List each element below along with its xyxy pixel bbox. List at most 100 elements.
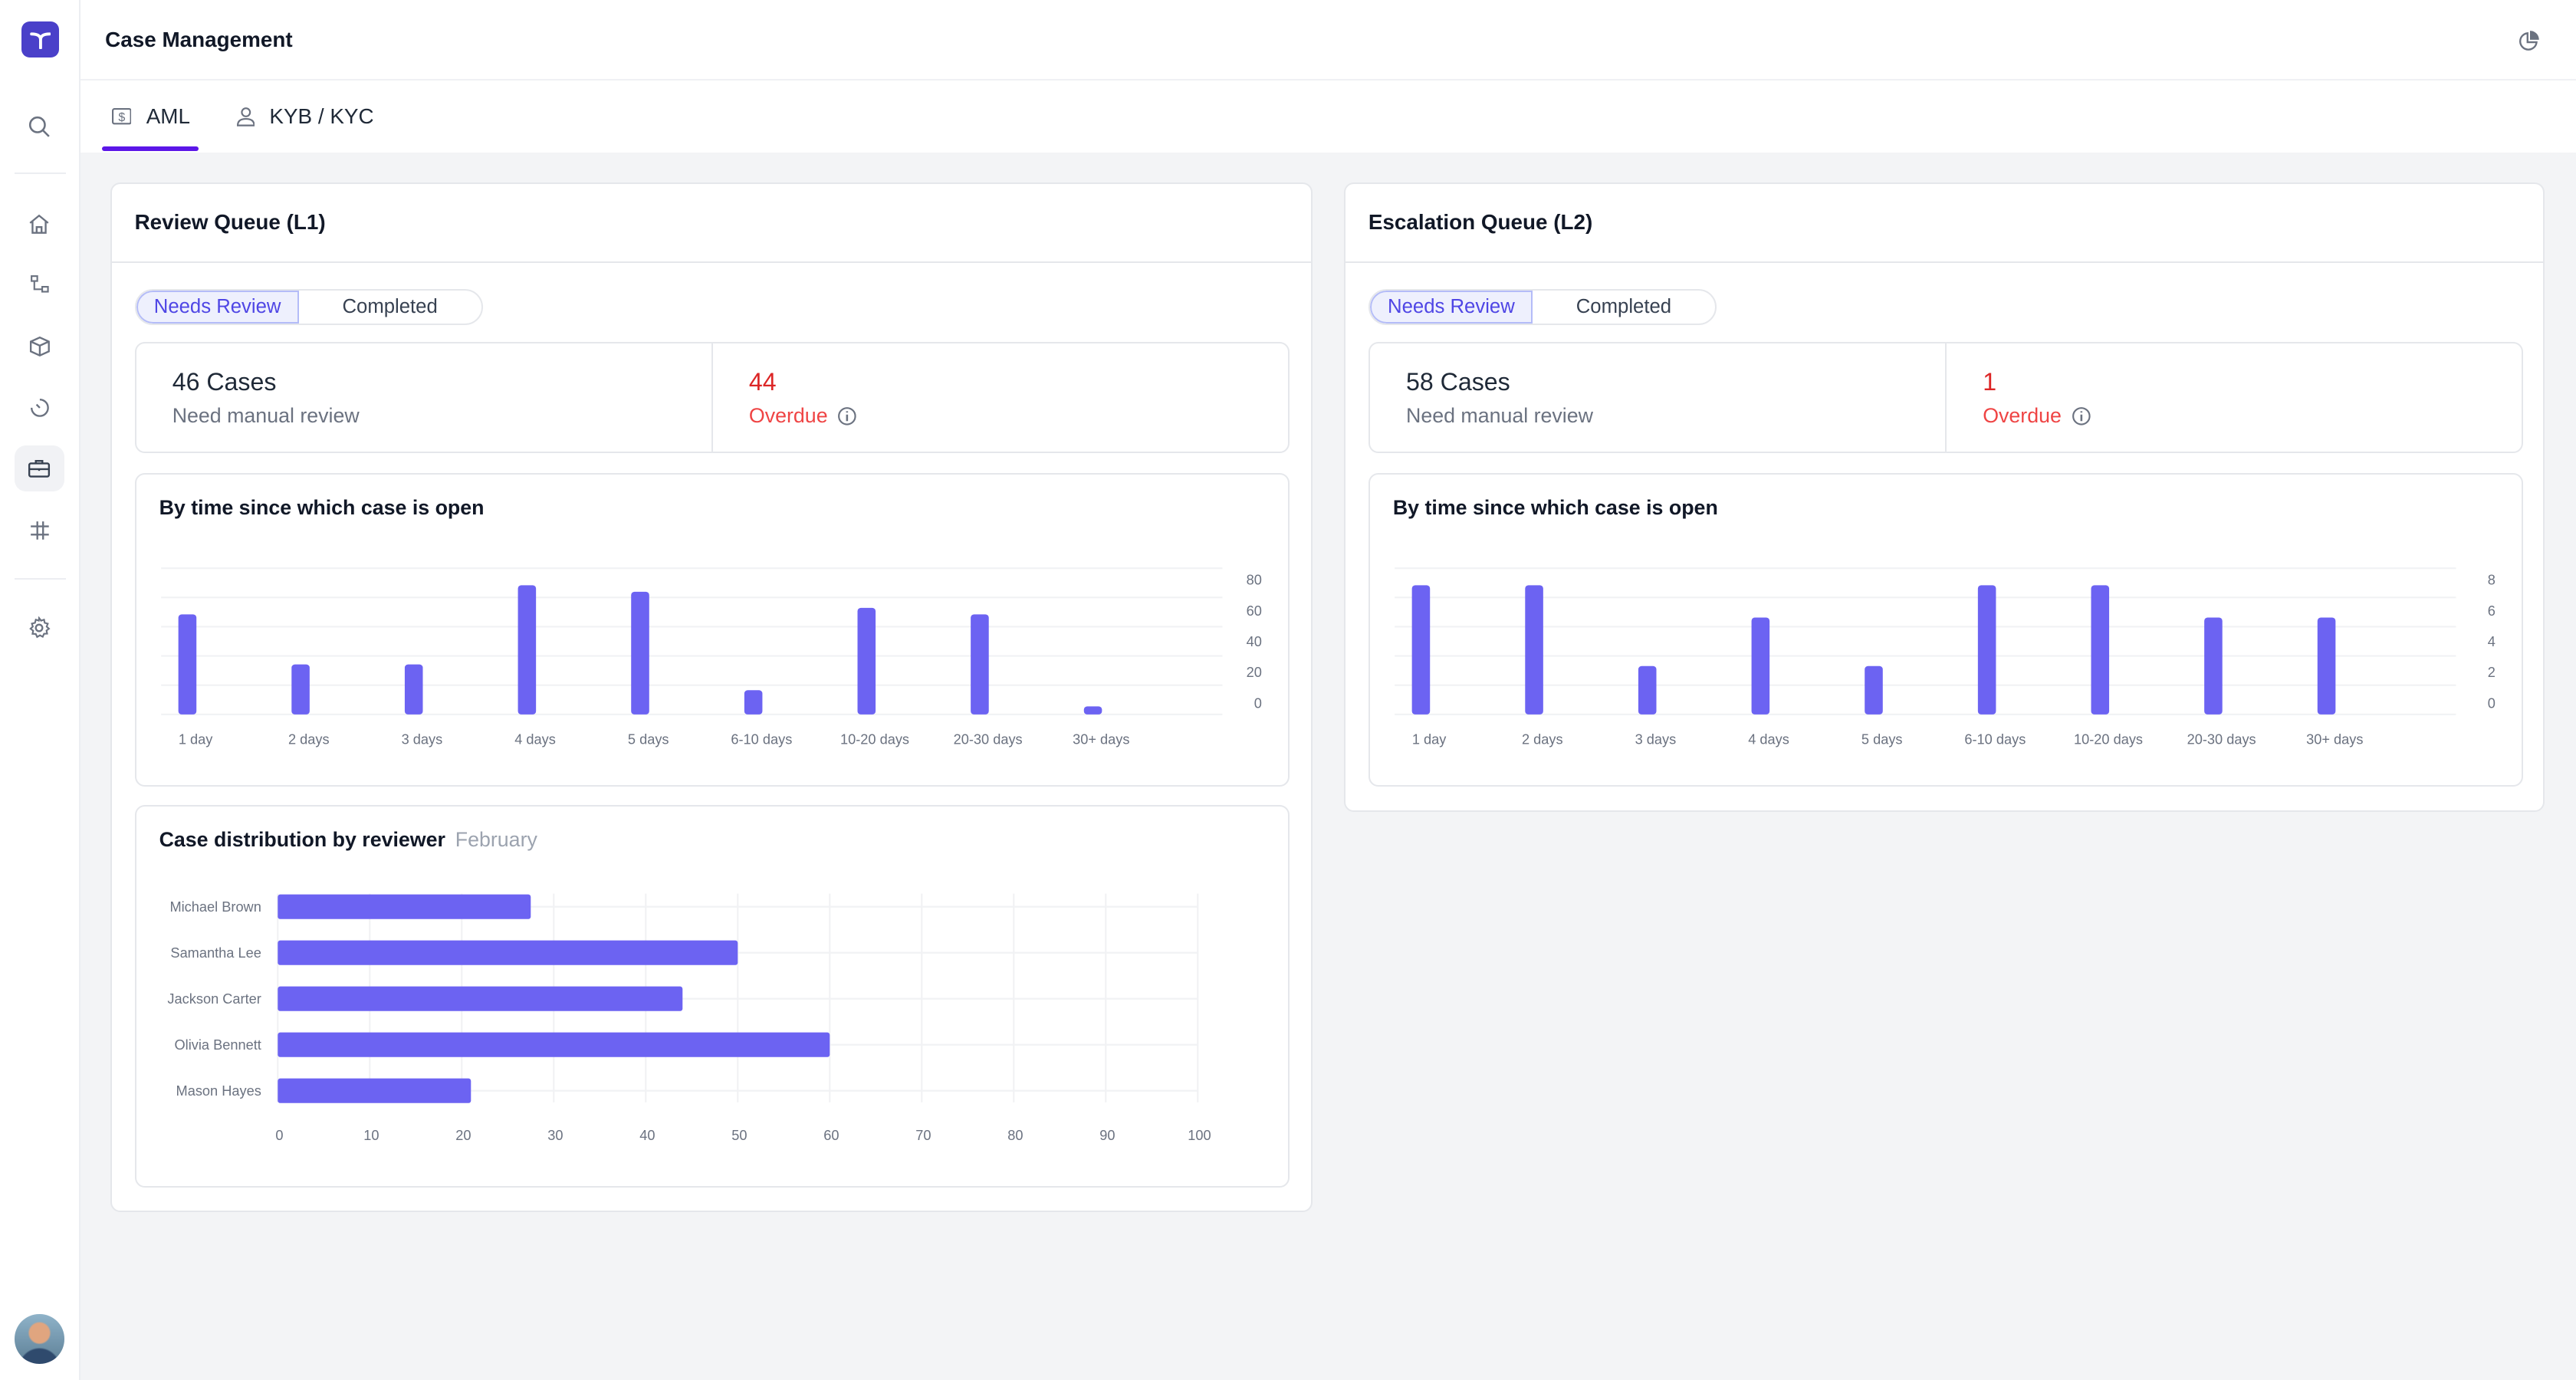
tab-label: KYB / KYC <box>269 104 374 129</box>
x-tick-label: 3 days <box>401 731 442 747</box>
x-tick-label: 0 <box>275 1128 283 1143</box>
completed-button[interactable]: Completed <box>342 296 438 318</box>
timer-icon[interactable] <box>15 384 64 430</box>
cases-stat: 46 Cases Need manual review <box>136 343 711 452</box>
y-tick-label: 0 <box>2488 695 2496 711</box>
x-tick-label: 90 <box>1099 1128 1115 1143</box>
x-tick-label: 50 <box>731 1128 747 1143</box>
briefcase-icon[interactable] <box>15 445 64 491</box>
y-tick-label: 20 <box>1246 665 1261 680</box>
cases-count: 46 Cases <box>172 367 277 396</box>
y-tick-label: Mason Hayes <box>176 1083 261 1099</box>
bar <box>2091 585 2109 715</box>
y-tick-label: 6 <box>2488 603 2496 619</box>
bar <box>404 664 423 715</box>
bar <box>277 1078 471 1103</box>
bar <box>1525 585 1543 715</box>
x-tick-label: 10-20 days <box>2074 731 2143 747</box>
status-toggle: Needs Review Completed <box>134 288 483 326</box>
bar <box>277 940 738 965</box>
x-tick-label: 40 <box>639 1128 655 1143</box>
y-tick-label: 4 <box>2488 634 2496 649</box>
info-icon[interactable] <box>837 406 857 426</box>
bar <box>2203 617 2223 715</box>
bar <box>970 614 989 715</box>
stats-box: 58 Cases Need manual review 1 Overdue <box>1368 341 2524 454</box>
bar <box>1751 617 1769 715</box>
x-tick-label: 60 <box>823 1128 839 1143</box>
x-tick-label: 4 days <box>1748 731 1789 747</box>
x-tick-label: 30+ days <box>2306 731 2363 747</box>
bar <box>1977 585 1996 715</box>
x-tick-label: 1 day <box>178 731 212 747</box>
card-title: Review Queue (L1) <box>111 184 1312 263</box>
gear-icon[interactable] <box>15 605 64 651</box>
info-icon[interactable] <box>2072 406 2091 426</box>
workflow-icon[interactable] <box>15 261 64 307</box>
x-tick-label: 80 <box>1007 1128 1023 1143</box>
x-tick-label: 10-20 days <box>840 731 909 747</box>
x-tick-label: 3 days <box>1635 731 1676 747</box>
stats-box: 46 Cases Need manual review 44 Overdue <box>134 341 1290 454</box>
y-tick-label: 60 <box>1246 603 1261 619</box>
y-tick-label: Olivia Bennett <box>174 1037 261 1053</box>
cases-stat: 58 Cases Need manual review <box>1370 343 1945 452</box>
bar <box>2317 617 2336 715</box>
x-tick-label: 70 <box>915 1128 931 1143</box>
x-tick-label: 20-30 days <box>953 731 1022 747</box>
y-tick-label: Michael Brown <box>169 899 261 915</box>
bar <box>277 1032 830 1057</box>
needs-review-button[interactable]: Needs Review <box>1369 290 1533 324</box>
home-icon[interactable] <box>15 200 64 246</box>
tab-aml[interactable]: $ AML <box>101 80 198 153</box>
tab-label: AML <box>146 104 190 129</box>
cube-icon[interactable] <box>15 324 64 370</box>
bar <box>277 986 682 1011</box>
dollar-icon: $ <box>111 108 132 125</box>
completed-button[interactable]: Completed <box>1576 296 1672 318</box>
overdue-stat: 1 Overdue <box>1945 343 2522 452</box>
x-tick-label: 20 <box>455 1128 471 1143</box>
x-tick-label: 20-30 days <box>2187 731 2256 747</box>
x-tick-label: 5 days <box>1861 731 1903 747</box>
reviewer-distribution-card: Case distribution by reviewer February 0 1… <box>134 804 1290 1188</box>
time-open-chart-card: By time since which case is open 8 6 4 2 0 1 … <box>1368 472 2524 787</box>
overdue-count: 44 <box>748 367 777 396</box>
x-tick-label: 1 day <box>1412 731 1447 747</box>
cases-subtitle: Need manual review <box>172 404 360 428</box>
overdue-count: 1 <box>1983 367 1997 396</box>
page-title: Case Management <box>105 28 293 52</box>
overdue-stat: 44 Overdue <box>711 343 1288 452</box>
y-tick-label: 2 <box>2488 665 2496 680</box>
needs-review-button[interactable]: Needs Review <box>136 290 299 324</box>
bar <box>1411 585 1431 715</box>
tab-kyb-kyc[interactable]: KYB / KYC <box>236 80 374 153</box>
pie-chart-icon[interactable] <box>2518 28 2540 58</box>
escalation-queue-card: Escalation Queue (L2) Needs Review Compl… <box>1343 182 2545 812</box>
search-icon[interactable] <box>15 104 64 150</box>
logo-y-icon[interactable] <box>21 21 60 58</box>
x-tick-label: 6-10 days <box>731 731 792 747</box>
bar <box>178 614 196 715</box>
review-queue-card: Review Queue (L1) Needs Review Completed… <box>110 182 1313 1213</box>
x-tick-label: 30 <box>547 1128 563 1143</box>
bar <box>277 894 531 919</box>
time-open-chart-card: By time since which case is open 80 60 40 2… <box>134 472 1290 787</box>
status-toggle: Needs Review Completed <box>1368 288 1717 326</box>
card-title: Escalation Queue (L2) <box>1345 184 2544 263</box>
x-tick-label: 100 <box>1188 1128 1211 1143</box>
y-tick-label: Jackson Carter <box>167 991 261 1007</box>
y-tick-label: 8 <box>2488 573 2496 588</box>
chart-title: By time since which case is open <box>1392 495 1718 519</box>
y-tick-label: 0 <box>1254 695 1261 711</box>
sliders-icon[interactable] <box>15 508 64 554</box>
y-tick-label: 80 <box>1246 573 1261 588</box>
chart-title: By time since which case is open <box>159 495 485 519</box>
time-open-chart: 8 6 4 2 0 1 day 2 days 3 days 4 days 5 days 6-10 d… <box>1394 567 2496 747</box>
avatar[interactable] <box>15 1314 64 1364</box>
x-tick-label: 2 days <box>288 731 330 747</box>
cases-count: 58 Cases <box>1405 367 1510 396</box>
x-tick-label: 4 days <box>514 731 556 747</box>
header: Case Management <box>80 0 2576 80</box>
bar <box>518 585 536 715</box>
